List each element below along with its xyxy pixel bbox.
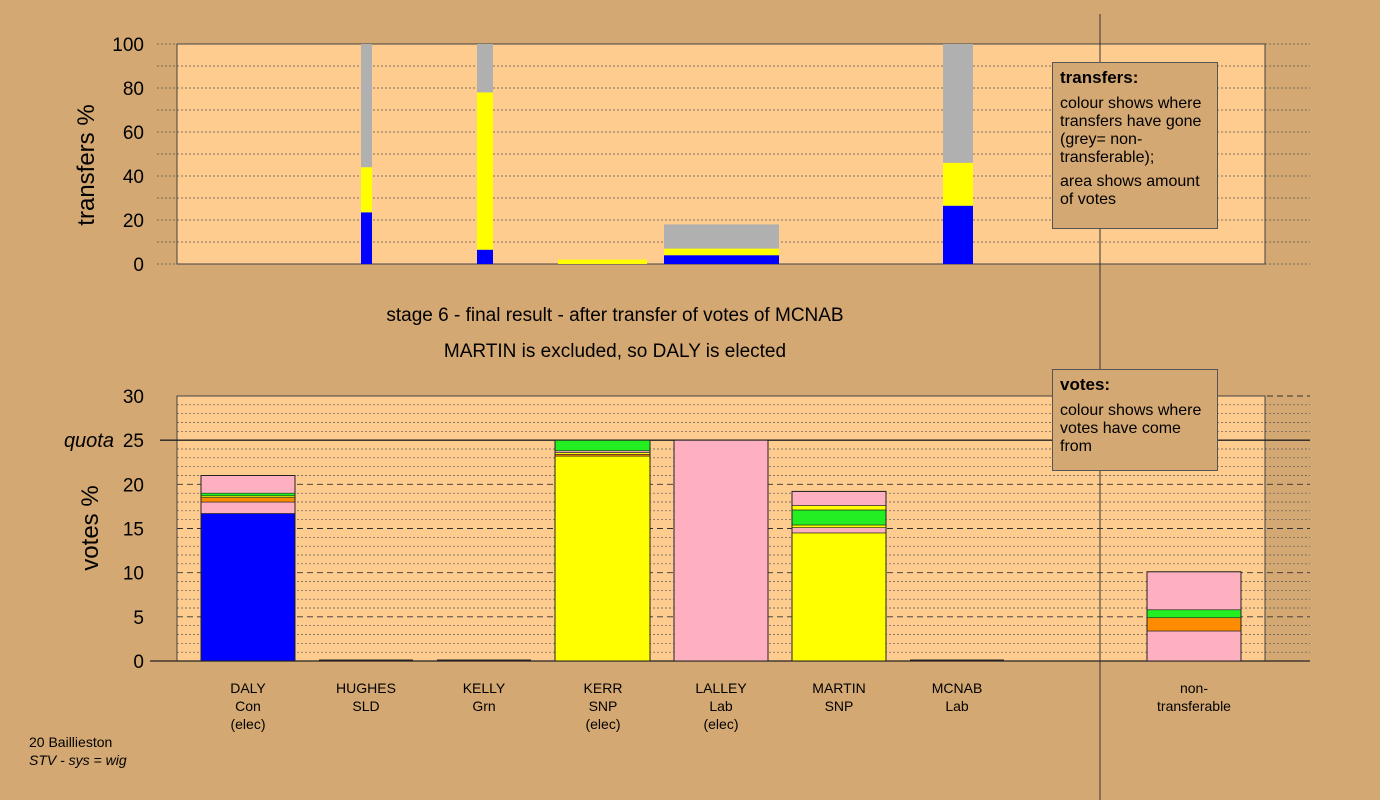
candidate-party: SNP bbox=[588, 698, 618, 714]
candidate-name: LALLEY bbox=[695, 680, 747, 696]
vote-bar-segment bbox=[1146, 609, 1242, 619]
transfer-bar-segment bbox=[943, 44, 973, 163]
y-tick-label: 20 bbox=[123, 475, 144, 496]
votes-legend: votes: colour shows where votes have com… bbox=[1052, 369, 1218, 471]
vote-bar-segment bbox=[200, 475, 296, 494]
candidate-party: Lab bbox=[709, 698, 733, 714]
candidate-status: (elec) bbox=[230, 716, 266, 732]
stage-subtitle: MARTIN is excluded, so DALY is elected bbox=[443, 341, 787, 362]
transfer-bar-segment bbox=[361, 167, 372, 213]
transfers-legend-text-2: area shows amount of votes bbox=[1060, 173, 1200, 208]
y-tick-label: 40 bbox=[123, 167, 144, 188]
vote-bar-segment bbox=[1146, 630, 1242, 662]
candidate-label-daly: DALY Con (elec) bbox=[193, 679, 303, 733]
vote-bar-segment bbox=[791, 527, 887, 534]
transfer-bar-segment bbox=[477, 92, 493, 250]
candidate-label-lalley: LALLEY Lab (elec) bbox=[666, 679, 776, 733]
transfer-bar-segment bbox=[361, 212, 372, 264]
transfer-bar-segment bbox=[664, 248, 779, 256]
vote-bar-segment bbox=[1146, 571, 1242, 611]
transfers-legend-text: colour shows where transfers have gone (… bbox=[1060, 95, 1202, 166]
vote-bar-outline bbox=[200, 475, 296, 662]
votes-y-axis-label: votes % bbox=[77, 485, 104, 570]
candidate-status: (elec) bbox=[585, 716, 621, 732]
votes-legend-text: colour shows where votes have come from bbox=[1060, 402, 1202, 455]
votes-chart: 0 5 10 15 20 quota 25 30 votes % bbox=[64, 387, 1310, 673]
vote-bar-segment bbox=[200, 513, 296, 662]
vote-bar-segment bbox=[791, 532, 887, 662]
transfers-legend-title: transfers: bbox=[1060, 68, 1139, 87]
vote-bar-segment bbox=[200, 501, 296, 514]
candidate-name: KELLY bbox=[462, 680, 506, 696]
y-tick-label: 25 bbox=[123, 431, 144, 452]
y-tick-label: 30 bbox=[123, 387, 144, 408]
footer-constituency: 20 Baillieston bbox=[29, 734, 113, 750]
transfer-bar-segment bbox=[477, 249, 493, 264]
transfer-bar-segment bbox=[943, 205, 973, 264]
candidate-label-hughes: HUGHES SLD bbox=[311, 679, 421, 715]
y-tick-label: 100 bbox=[112, 35, 144, 56]
footer-system: STV - sys = wig bbox=[29, 752, 127, 768]
y-tick-label: 80 bbox=[123, 79, 144, 100]
candidate-party: Lab bbox=[945, 698, 969, 714]
y-tick-label: 60 bbox=[123, 123, 144, 144]
candidate-label-kerr: KERR SNP (elec) bbox=[548, 679, 658, 733]
vote-bar-segment bbox=[673, 439, 769, 662]
quota-label: quota bbox=[64, 430, 114, 452]
candidate-status: (elec) bbox=[703, 716, 739, 732]
vote-bar-segment bbox=[791, 491, 887, 506]
candidate-label-mcnab: MCNAB Lab bbox=[902, 679, 1012, 715]
candidate-name: DALY bbox=[230, 680, 266, 696]
y-tick-label: 20 bbox=[123, 211, 144, 232]
transfer-bar-segment bbox=[943, 162, 973, 206]
vote-bar-segment bbox=[1146, 617, 1242, 632]
y-tick-label: 5 bbox=[133, 608, 144, 629]
candidate-party: Grn bbox=[472, 698, 496, 714]
y-tick-label: 0 bbox=[133, 652, 144, 673]
candidate-name: HUGHES bbox=[336, 680, 396, 696]
stage-title: stage 6 - final result - after transfer … bbox=[386, 305, 844, 326]
y-tick-label: 10 bbox=[123, 564, 144, 585]
candidate-party: SLD bbox=[352, 698, 380, 714]
vote-bar-outline bbox=[554, 439, 651, 662]
transfer-bar-segment bbox=[558, 259, 647, 264]
y-tick-label: 15 bbox=[123, 520, 144, 541]
candidate-label-nontransferable: non- transferable bbox=[1139, 679, 1249, 715]
transfers-legend: transfers: colour shows where transfers … bbox=[1052, 62, 1218, 229]
candidate-name: KERR bbox=[583, 680, 623, 696]
vote-bar-segment bbox=[554, 439, 651, 452]
y-tick-label: 0 bbox=[133, 255, 144, 276]
transfer-bar-segment bbox=[477, 44, 493, 93]
transfers-y-axis-label: transfers % bbox=[73, 104, 100, 225]
candidate-name: MCNAB bbox=[931, 680, 983, 696]
vote-bar-segment bbox=[791, 509, 887, 526]
transfer-bar-segment bbox=[361, 44, 372, 168]
candidate-name: non- bbox=[1179, 680, 1209, 696]
vote-bar-outline bbox=[1146, 571, 1242, 662]
candidate-party: transferable bbox=[1157, 698, 1231, 714]
candidate-party: Con bbox=[235, 698, 261, 714]
candidate-label-kelly: KELLY Grn bbox=[429, 679, 539, 715]
transfer-bar-segment bbox=[664, 224, 779, 249]
votes-legend-title: votes: bbox=[1060, 375, 1111, 394]
vote-bar-segment bbox=[791, 524, 887, 528]
candidate-name: MARTIN bbox=[812, 680, 866, 696]
candidate-party: SNP bbox=[824, 698, 854, 714]
vote-bar-outline bbox=[673, 439, 769, 662]
transfer-bar-segment bbox=[664, 255, 779, 264]
vote-bar-outline bbox=[791, 490, 887, 662]
vote-bar-segment bbox=[554, 455, 651, 662]
vote-bar-segment bbox=[200, 497, 296, 503]
vote-bar-segment bbox=[791, 505, 887, 511]
candidate-label-martin: MARTIN SNP bbox=[784, 679, 894, 715]
vote-bar-segment bbox=[200, 492, 296, 497]
